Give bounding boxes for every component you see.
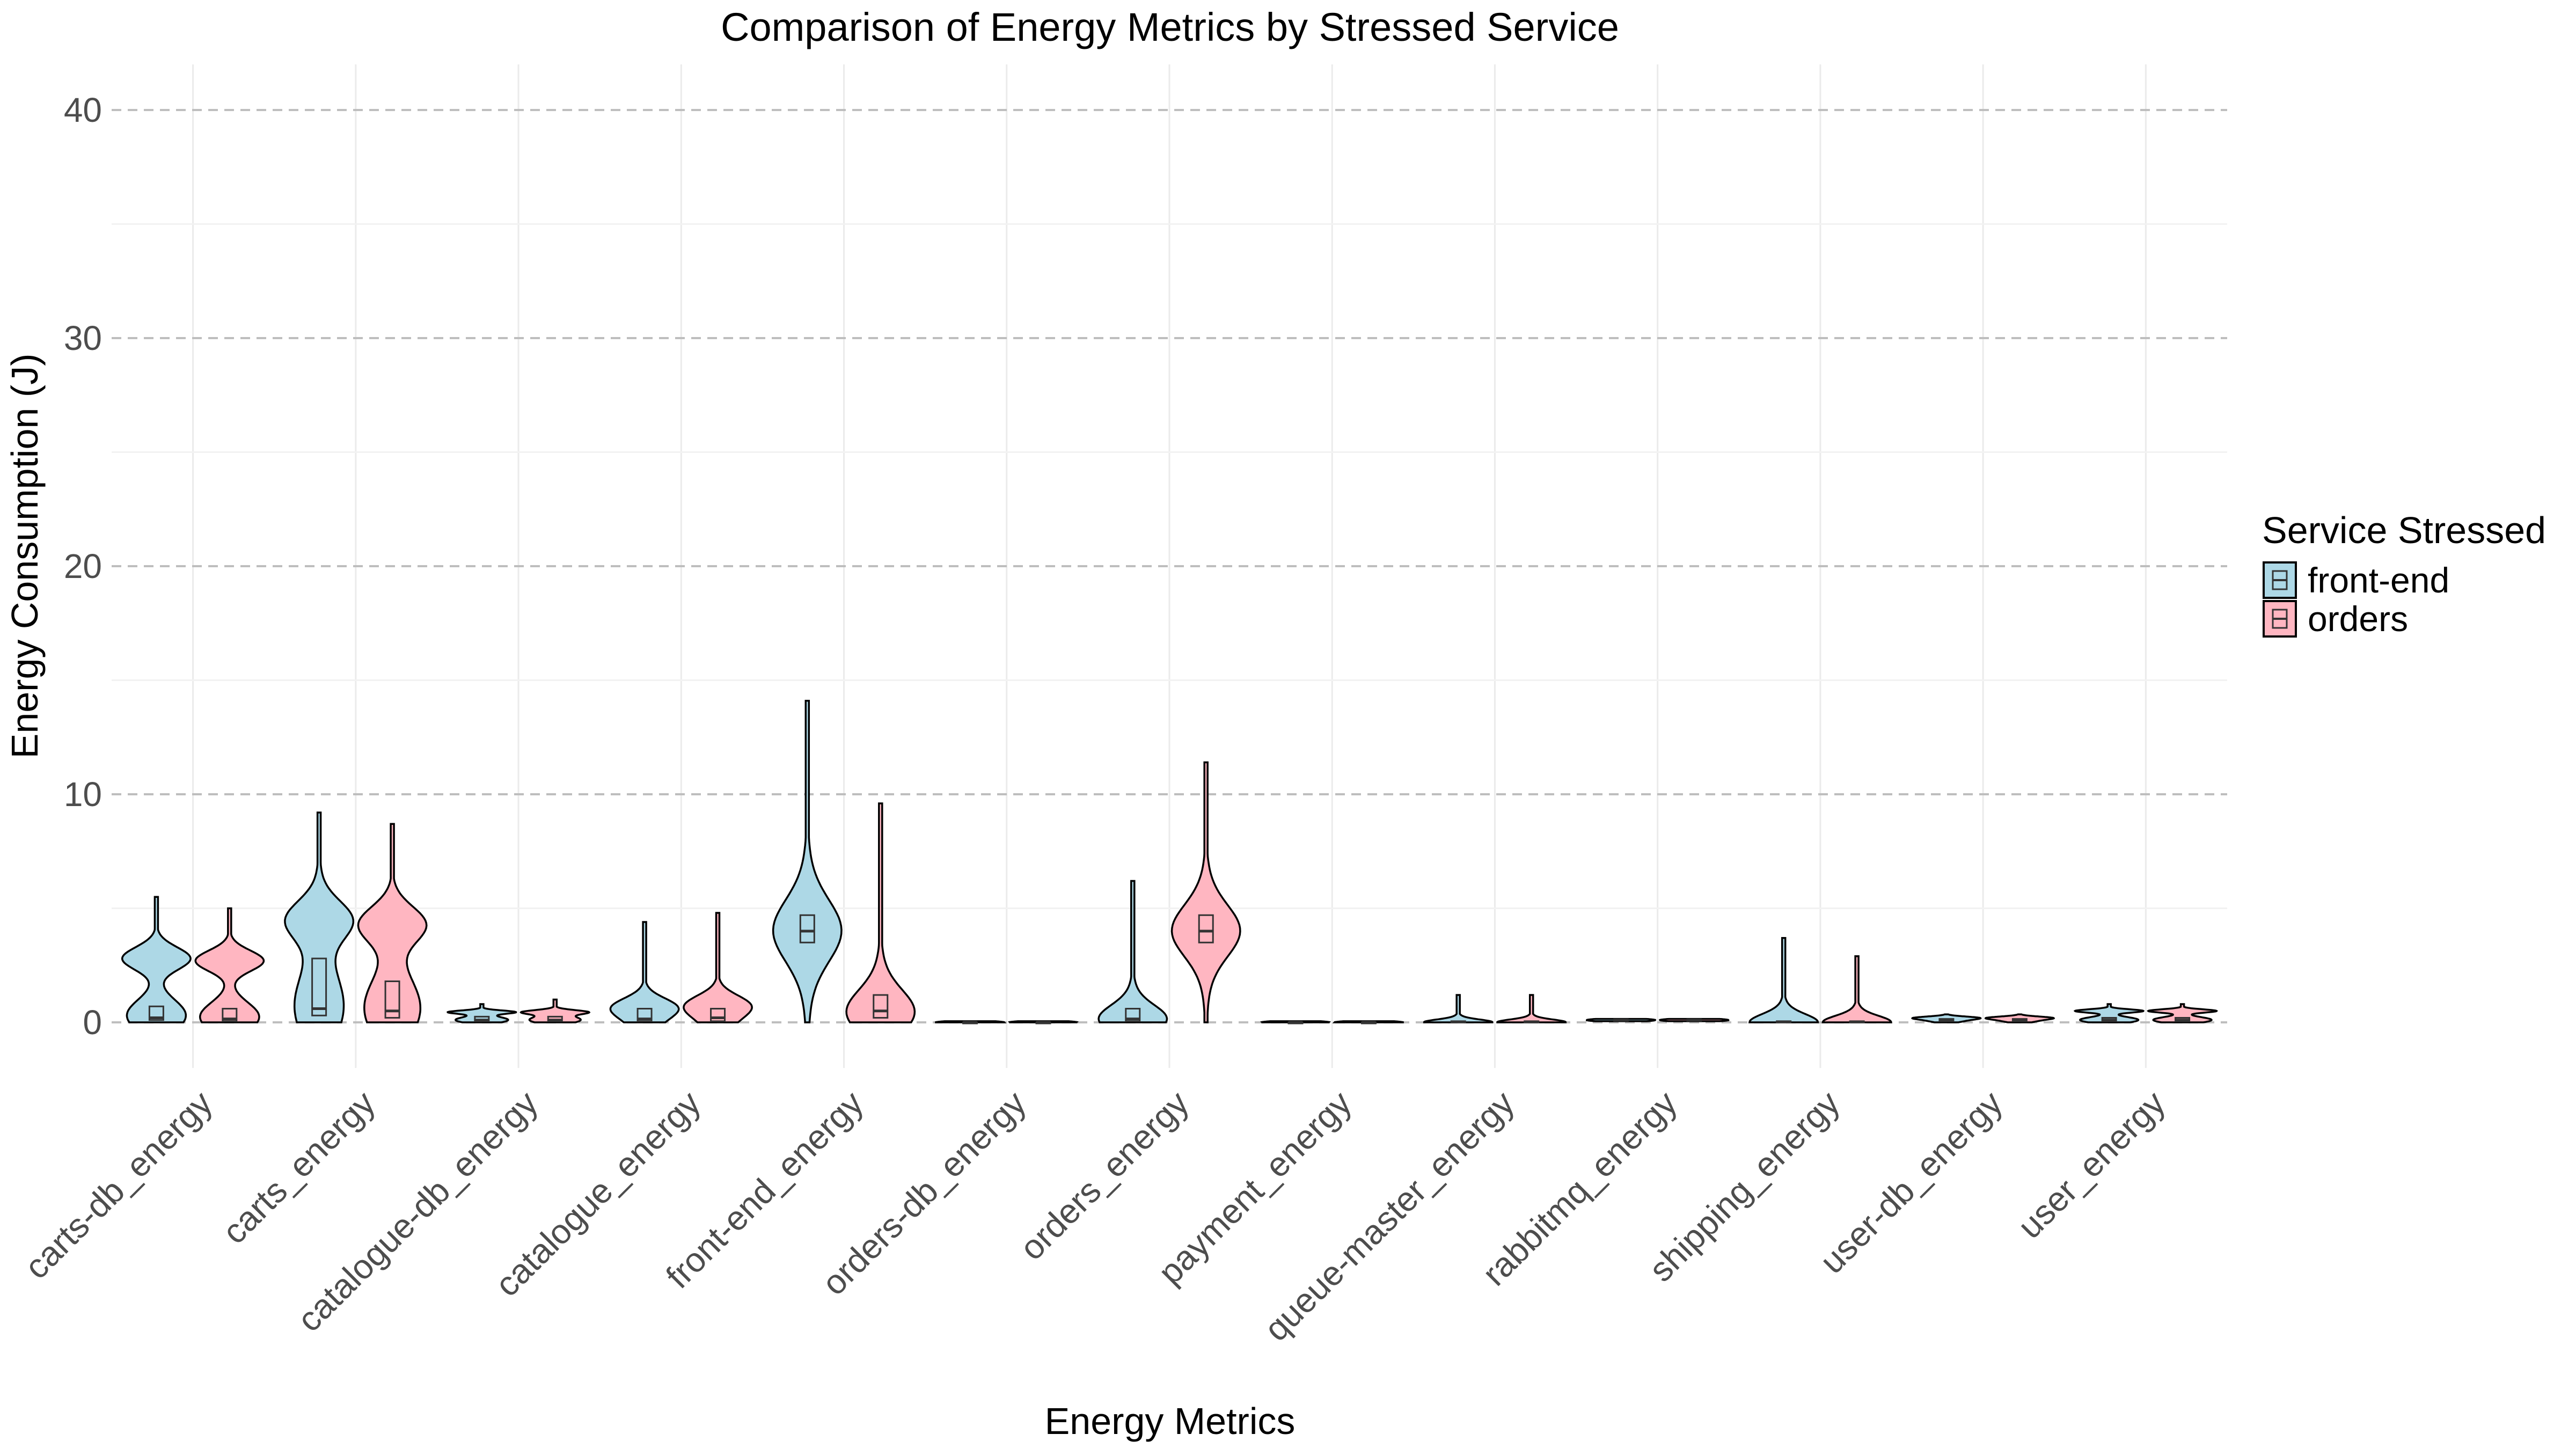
x-axis-title: Energy Metrics xyxy=(1045,1400,1296,1442)
x-tick-label: carts_energy xyxy=(215,1084,383,1252)
violin-front-end-user_energy xyxy=(2073,1003,2145,1023)
violin-orders-user_energy xyxy=(2147,1003,2219,1023)
legend-label-front-end: front-end xyxy=(2308,560,2449,600)
x-axis-ticks: carts-db_energycarts_energycatalogue-db_… xyxy=(17,1084,2173,1349)
chart-title: Comparison of Energy Metrics by Stressed… xyxy=(721,5,1619,49)
violin-orders-orders_energy xyxy=(1170,761,1241,1023)
violin-front-end-orders_energy xyxy=(1097,880,1168,1023)
violin-front-end-carts_energy xyxy=(284,811,355,1023)
violin-orders-queue-master_energy xyxy=(1496,994,1567,1023)
series-front-end xyxy=(121,700,2145,1024)
box-orders-carts_energy xyxy=(384,980,400,1019)
legend-title: Service Stressed xyxy=(2262,509,2546,551)
y-tick-label: 30 xyxy=(64,319,102,357)
violin-orders-shipping_energy xyxy=(1821,955,1892,1023)
legend-item-front-end: front-end xyxy=(2263,560,2449,600)
box-front-end-front-end_energy xyxy=(799,914,815,943)
violin-front-end-catalogue-db_energy xyxy=(447,1003,517,1023)
y-tick-label: 40 xyxy=(64,91,102,129)
violin-front-end-carts-db_energy xyxy=(121,896,192,1023)
y-tick-label: 10 xyxy=(64,775,102,814)
series-orders xyxy=(194,761,2219,1024)
violin-front-end-front-end_energy xyxy=(772,700,843,1023)
y-tick-label: 0 xyxy=(83,1003,102,1042)
box-orders-front-end_energy xyxy=(873,994,889,1019)
box-front-end-carts_energy xyxy=(311,957,327,1016)
y-axis-title: Energy Consumption (J) xyxy=(4,354,46,759)
y-tick-label: 20 xyxy=(64,547,102,586)
violin-orders-catalogue-db_energy xyxy=(519,998,591,1023)
x-tick-label: orders_energy xyxy=(1012,1084,1196,1268)
violin-orders-carts_energy xyxy=(357,823,428,1023)
violin-front-end-catalogue_energy xyxy=(609,921,680,1023)
violin-front-end-queue-master_energy xyxy=(1423,994,1494,1023)
legend-label-orders: orders xyxy=(2308,599,2408,639)
box-orders-catalogue_energy xyxy=(710,1008,726,1022)
x-tick-label: user_energy xyxy=(2010,1084,2172,1246)
gridlines xyxy=(112,64,2227,1068)
x-tick-label: carts-db_energy xyxy=(17,1084,220,1286)
box-orders-orders_energy xyxy=(1198,914,1214,943)
violin-front-end-shipping_energy xyxy=(1748,937,1819,1023)
violin-orders-catalogue_energy xyxy=(683,912,753,1023)
violin-orders-carts-db_energy xyxy=(194,907,265,1023)
violins xyxy=(121,700,2219,1024)
legend-item-orders: orders xyxy=(2263,599,2408,639)
violin-orders-front-end_energy xyxy=(845,802,916,1023)
y-axis-ticks: 0 10 20 30 40 xyxy=(64,91,102,1042)
